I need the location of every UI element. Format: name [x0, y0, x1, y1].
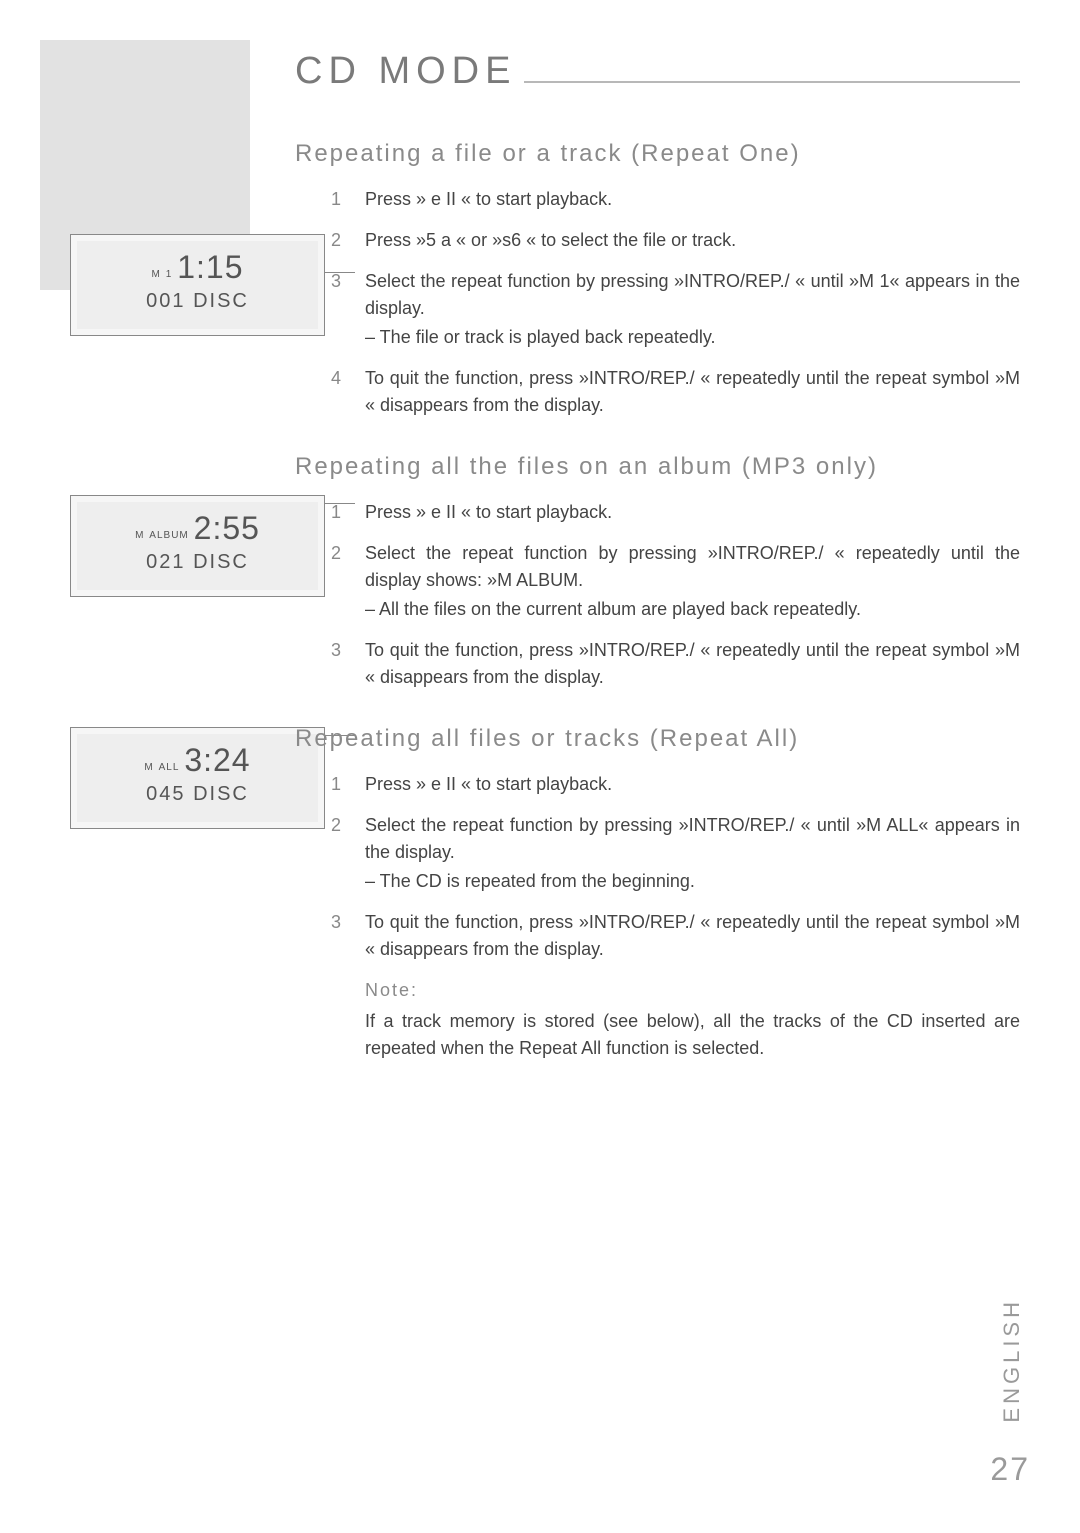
title-row: CD MODE	[295, 50, 1020, 93]
step-body: Press »5 a « or »s6 « to select the file…	[365, 227, 1020, 254]
step-number: 1	[295, 771, 365, 798]
step-body: Select the repeat function by pressing »…	[365, 812, 1020, 895]
step-number: 2	[295, 227, 365, 254]
step-sub: – The CD is repeated from the beginning.	[365, 868, 1020, 895]
step-number: 2	[295, 540, 365, 623]
footer-page-number: 27	[990, 1451, 1030, 1488]
step-number: 3	[295, 909, 365, 963]
section-heading-0: Repeating a file or a track (Repeat One)	[295, 140, 1020, 168]
step-sub: – The file or track is played back repea…	[365, 324, 1020, 351]
step-body: Select the repeat function by pressing »…	[365, 268, 1020, 351]
step-body: Press » e II « to start playback.	[365, 499, 1020, 526]
steps-list-2: 1Press » e II « to start playback.2Selec…	[295, 771, 1020, 1062]
display-line2: 021 DISC	[71, 551, 324, 574]
step-number: 2	[295, 812, 365, 895]
display-line1: M 1 1:15	[71, 249, 324, 286]
note-body: If a track memory is stored (see below),…	[365, 1008, 1020, 1062]
step-1-0: 1Press » e II « to start playback.	[295, 499, 1020, 526]
step-number: 3	[295, 637, 365, 691]
step-2-2: 3To quit the function, press »INTRO/REP.…	[295, 909, 1020, 963]
section-heading-1: Repeating all the files on an album (MP3…	[295, 453, 1020, 481]
step-body: To quit the function, press »INTRO/REP./…	[365, 637, 1020, 691]
steps-list-0: 1Press » e II « to start playback.2Press…	[295, 186, 1020, 419]
display-line2: 045 DISC	[71, 783, 324, 806]
display-line2: 001 DISC	[71, 290, 324, 313]
section-heading-2: Repeating all files or tracks (Repeat Al…	[295, 725, 1020, 753]
footer-language: ENGLISH	[999, 1298, 1025, 1423]
step-body: Press » e II « to start playback.	[365, 186, 1020, 213]
step-1-2: 3To quit the function, press »INTRO/REP.…	[295, 637, 1020, 691]
step-body: To quit the function, press »INTRO/REP./…	[365, 909, 1020, 963]
lcd-display-0: M 1 1:15 001 DISC	[70, 234, 325, 336]
step-body: To quit the function, press »INTRO/REP./…	[365, 365, 1020, 419]
step-number: 1	[295, 186, 365, 213]
note-row-2: Note: If a track memory is stored (see be…	[295, 977, 1020, 1062]
step-body: Press » e II « to start playback.	[365, 771, 1020, 798]
step-0-1: 2Press »5 a « or »s6 « to select the fil…	[295, 227, 1020, 254]
steps-list-1: 1Press » e II « to start playback.2Selec…	[295, 499, 1020, 691]
step-1-1: 2Select the repeat function by pressing …	[295, 540, 1020, 623]
display-line1: M ALL 3:24	[71, 742, 324, 779]
step-number: 3	[295, 268, 365, 351]
display-line1: M ALBUM 2:55	[71, 510, 324, 547]
step-2-1: 2Select the repeat function by pressing …	[295, 812, 1020, 895]
lcd-display-1: M ALBUM 2:55 021 DISC	[70, 495, 325, 597]
step-0-2: 3Select the repeat function by pressing …	[295, 268, 1020, 351]
main-content: Repeating a file or a track (Repeat One)…	[295, 140, 1020, 1096]
step-number: 1	[295, 499, 365, 526]
step-0-3: 4To quit the function, press »INTRO/REP.…	[295, 365, 1020, 419]
step-2-0: 1Press » e II « to start playback.	[295, 771, 1020, 798]
step-number: 4	[295, 365, 365, 419]
step-body: Select the repeat function by pressing »…	[365, 540, 1020, 623]
page-root: CD MODE M 1 1:15 001 DISC M ALBUM 2:55 021 …	[0, 0, 1080, 1533]
title-rule	[524, 81, 1020, 83]
page-title: CD MODE	[295, 50, 516, 93]
step-sub: – All the files on the current album are…	[365, 596, 1020, 623]
lcd-display-2: M ALL 3:24 045 DISC	[70, 727, 325, 829]
step-0-0: 1Press » e II « to start playback.	[295, 186, 1020, 213]
note-label: Note:	[365, 977, 1020, 1004]
